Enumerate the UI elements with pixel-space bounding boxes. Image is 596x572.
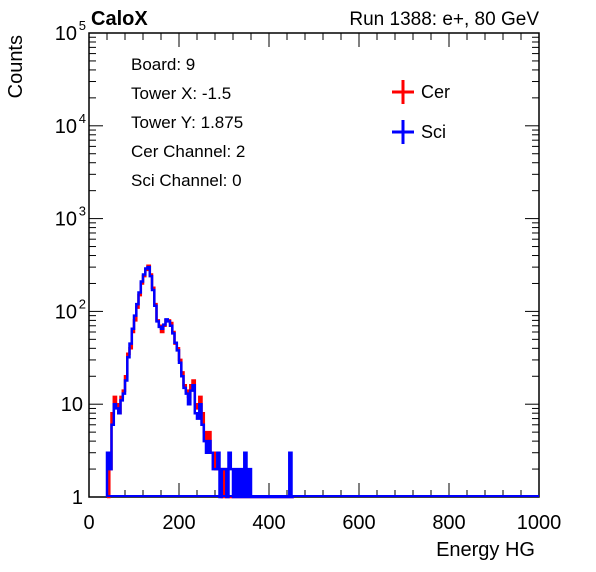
x-axis-title: Energy HG (436, 539, 535, 561)
legend-marker-cer (392, 80, 414, 104)
y-tick-exponent: 3 (79, 204, 86, 219)
y-tick-label: 10 (61, 394, 83, 416)
x-tick-label: 0 (83, 512, 94, 534)
x-tick-label: 1000 (517, 512, 562, 534)
y-tick-label: 10 (55, 301, 77, 323)
info-box: Board: 9 Tower X: -1.5 Tower Y: 1.875 Ce… (120, 45, 360, 195)
info-line-tower-x: Tower X: -1.5 (131, 84, 231, 103)
info-line-board: Board: 9 (131, 55, 195, 74)
x-tick-label: 400 (252, 512, 285, 534)
header-right-title: Run 1388: e+, 80 GeV (349, 9, 539, 30)
y-tick-label: 10 (55, 116, 77, 138)
x-tick-label: 600 (342, 512, 375, 534)
x-tick-label: 800 (432, 512, 465, 534)
info-line-tower-y: Tower Y: 1.875 (131, 113, 243, 132)
info-line-sci-channel: Sci Channel: 0 (131, 171, 242, 190)
legend-label-sci: Sci (421, 122, 446, 142)
legend: Cer Sci (392, 80, 450, 144)
info-box-background (120, 45, 360, 195)
y-axis-title: Counts (5, 35, 27, 98)
info-line-cer-channel: Cer Channel: 2 (131, 142, 245, 161)
y-tick-exponent: 4 (79, 111, 86, 126)
y-tick-exponent: 5 (79, 18, 86, 33)
x-tick-label: 200 (162, 512, 195, 534)
header-left-title: CaloX (91, 8, 148, 30)
legend-marker-sci (392, 120, 414, 144)
y-tick-label: 10 (55, 209, 77, 231)
y-tick-exponent: 2 (79, 296, 86, 311)
y-tick-label: 10 (55, 23, 77, 45)
y-tick-label: 1 (72, 487, 83, 509)
legend-label-cer: Cer (421, 82, 450, 102)
